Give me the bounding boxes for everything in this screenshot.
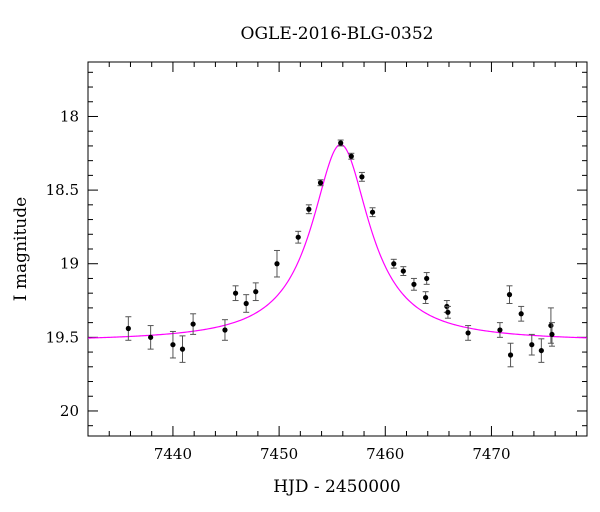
y-tick-label: 18 (60, 107, 79, 125)
model-curve (87, 143, 588, 339)
y-tick-label: 20 (60, 402, 79, 420)
y-tick-label: 18.5 (46, 181, 79, 199)
data-point (423, 294, 429, 301)
data-point (400, 268, 406, 274)
data-point (232, 290, 239, 296)
data-point (125, 325, 131, 332)
data-point (518, 311, 524, 317)
data-point (506, 292, 513, 298)
x-axis-label: HJD - 2450000 (273, 477, 401, 497)
y-tick-label: 19.5 (46, 328, 79, 346)
data-point (548, 322, 554, 329)
data-point (549, 331, 555, 338)
data-point (338, 140, 344, 146)
chart-title: OGLE-2016-BLG-0352 (241, 24, 434, 44)
data-point (190, 321, 196, 327)
plot-frame (87, 61, 588, 437)
data-point (295, 234, 301, 240)
y-tick-label: 19 (60, 255, 79, 273)
data-points (125, 139, 555, 368)
y-axis-label: I magnitude (11, 197, 31, 301)
data-point (369, 209, 376, 215)
data-point (253, 289, 259, 295)
data-point (359, 174, 365, 180)
data-point (243, 300, 249, 307)
data-point (148, 334, 154, 340)
axis-tick-labels: 7440 7450 7460 7470 18 18.5 19 19.5 20 (46, 107, 511, 463)
data-point (497, 327, 503, 333)
data-point (317, 180, 324, 186)
data-point (529, 342, 535, 348)
x-tick-label: 7440 (154, 445, 192, 463)
data-point (391, 261, 397, 267)
data-point (306, 206, 312, 212)
data-point (424, 275, 430, 282)
data-point (538, 347, 544, 354)
data-point (465, 330, 471, 336)
data-point (411, 281, 417, 287)
data-point (179, 346, 186, 352)
x-tick-label: 7450 (260, 445, 298, 463)
x-tick-label: 7470 (472, 445, 510, 463)
x-tick-label: 7460 (366, 445, 404, 463)
axis-ticks (87, 62, 587, 436)
data-point (507, 352, 514, 358)
data-point (274, 261, 280, 267)
data-point (222, 327, 228, 333)
data-point (445, 309, 451, 315)
data-point (348, 153, 354, 159)
data-point (170, 342, 176, 348)
